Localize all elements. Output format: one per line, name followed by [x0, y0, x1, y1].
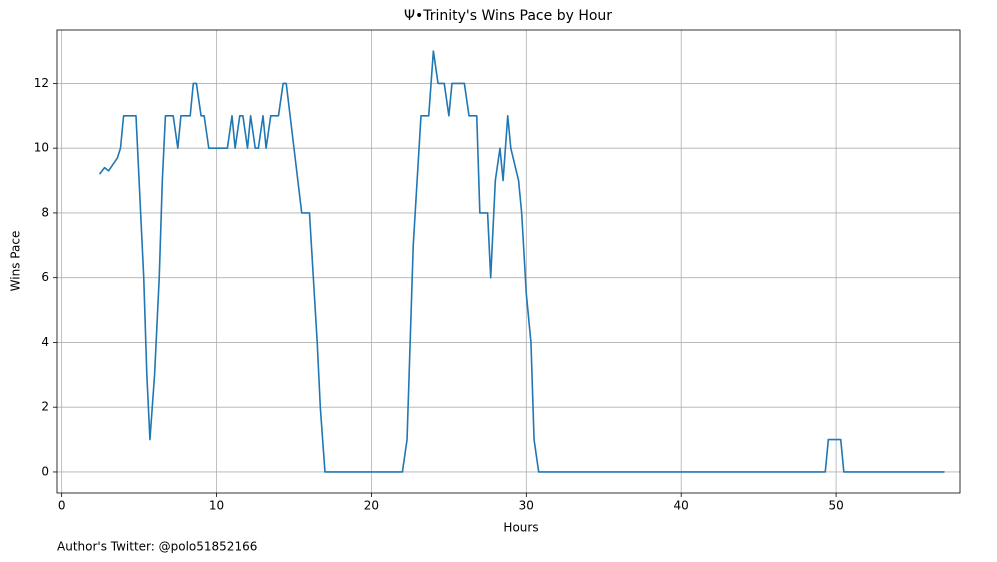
footnote: Author's Twitter: @polo51852166	[57, 540, 257, 554]
x-axis-label: Hours	[503, 521, 538, 535]
y-axis-label: Wins Pace	[9, 231, 23, 292]
x-tick-label: 30	[519, 499, 534, 513]
data-line	[98, 50, 945, 473]
plot-frame	[56, 29, 961, 494]
x-tick-label: 0	[58, 499, 66, 513]
x-tick-label: 20	[364, 499, 379, 513]
chart-title: Ψ•Trinity's Wins Pace by Hour	[404, 8, 612, 24]
y-tick-label: 4	[41, 335, 49, 349]
x-tick-label: 50	[828, 499, 843, 513]
y-tick-label: 0	[41, 464, 49, 478]
y-tick-label: 8	[41, 205, 49, 219]
x-tick-label: 40	[674, 499, 689, 513]
y-tick-label: 12	[34, 76, 49, 90]
y-tick-label: 10	[34, 141, 49, 155]
y-tick-label: 2	[41, 400, 49, 414]
y-tick-label: 6	[41, 270, 49, 284]
x-tick-label: 10	[209, 499, 224, 513]
